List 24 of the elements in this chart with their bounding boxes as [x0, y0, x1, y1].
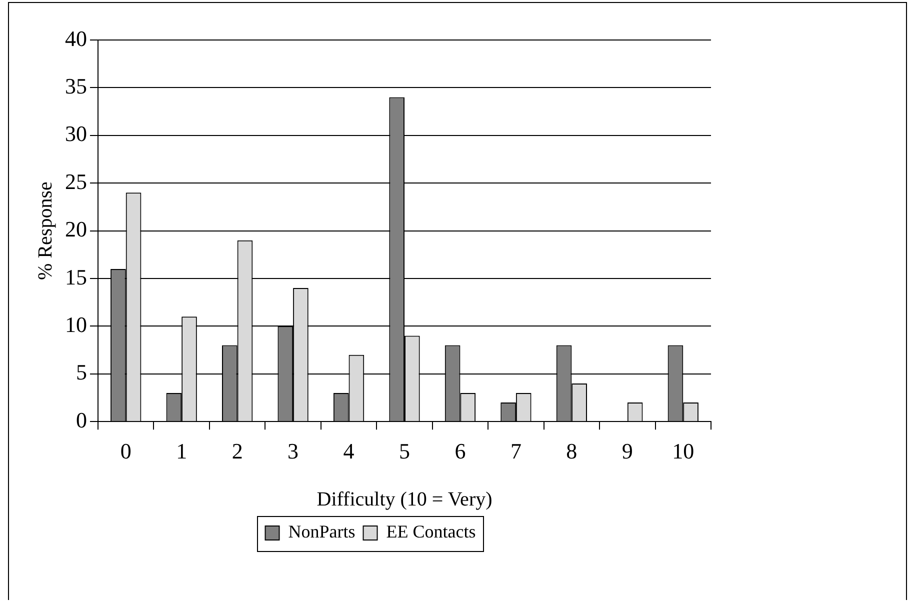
y-tick-label: 40: [65, 26, 87, 51]
y-tick-label: 5: [76, 360, 87, 385]
y-tick-label: 35: [65, 73, 87, 98]
x-axis-title: Difficulty (10 = Very): [316, 488, 492, 510]
legend-label: EE Contacts: [386, 522, 476, 542]
x-tick-label: 9: [622, 438, 633, 464]
y-tick-label: 20: [65, 216, 87, 242]
x-tick-label: 8: [566, 438, 578, 464]
x-tick-label: 0: [120, 438, 132, 464]
y-tick-label: 25: [65, 168, 87, 194]
x-tick-label: 5: [399, 438, 410, 464]
y-axis-title: % Response: [34, 182, 56, 280]
x-tick-label: 2: [232, 438, 243, 464]
x-tick-label: 4: [343, 438, 354, 464]
x-tick-label: 3: [288, 438, 299, 464]
x-tick-label: 10: [672, 438, 694, 464]
y-tick-label: 30: [65, 121, 87, 146]
y-tick-label: 15: [65, 264, 87, 290]
y-tick-label: 10: [65, 312, 87, 337]
x-tick-label: 7: [510, 438, 522, 464]
x-tick-label: 1: [176, 438, 188, 464]
legend-label: NonParts: [288, 522, 356, 542]
y-tick-label: 0: [76, 407, 87, 432]
x-tick-label: 6: [454, 438, 466, 464]
